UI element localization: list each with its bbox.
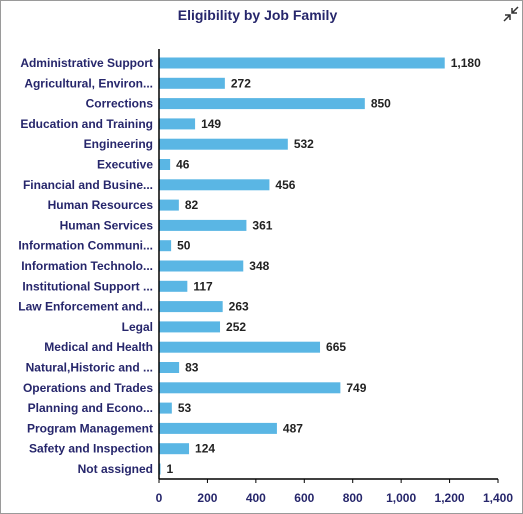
bar xyxy=(159,341,321,353)
category-label: Financial and Busine... xyxy=(23,178,153,192)
bar xyxy=(159,280,188,292)
bar xyxy=(159,402,172,414)
bar xyxy=(159,382,341,394)
data-label: 749 xyxy=(346,381,366,395)
bar xyxy=(159,199,179,211)
data-label: 252 xyxy=(226,320,246,334)
data-label: 272 xyxy=(231,76,251,90)
x-tick-label: 400 xyxy=(246,491,266,505)
category-label: Corrections xyxy=(86,97,154,111)
x-tick-label: 800 xyxy=(343,491,363,505)
bar xyxy=(159,138,288,150)
bar xyxy=(159,159,171,170)
data-label: 263 xyxy=(229,300,249,314)
bar xyxy=(159,362,180,373)
data-label: 82 xyxy=(185,198,199,212)
x-tick-label: 0 xyxy=(156,491,163,505)
category-label: Medical and Health xyxy=(44,340,153,354)
category-label: Human Services xyxy=(60,218,154,232)
data-label: 361 xyxy=(252,218,272,232)
bar xyxy=(159,443,190,455)
data-label: 850 xyxy=(371,97,391,111)
bar xyxy=(159,260,244,272)
chart-title: Eligibility by Job Family xyxy=(177,7,338,23)
category-label: Program Management xyxy=(27,421,153,435)
bar xyxy=(159,118,196,130)
data-label: 46 xyxy=(176,158,190,172)
data-label: 83 xyxy=(185,361,199,375)
bar xyxy=(159,57,445,69)
category-label: Operations and Trades xyxy=(23,381,153,395)
data-label: 665 xyxy=(326,340,346,354)
data-label: 456 xyxy=(275,178,295,192)
category-label: Information Technolo... xyxy=(21,259,153,273)
bar xyxy=(159,301,223,313)
expand-arrows-icon[interactable] xyxy=(501,4,521,24)
x-tick-label: 600 xyxy=(294,491,314,505)
data-label: 124 xyxy=(195,442,215,456)
category-label: Institutional Support ... xyxy=(22,279,153,293)
category-label: Natural,Historic and ... xyxy=(26,361,153,375)
category-label: Planning and Econo... xyxy=(28,401,153,415)
data-label: 53 xyxy=(178,401,192,415)
category-label: Administrative Support xyxy=(20,56,153,70)
bar xyxy=(159,321,221,333)
x-tick-label: 1,400 xyxy=(483,491,513,505)
category-label: Education and Training xyxy=(20,117,153,131)
category-label: Engineering xyxy=(84,137,153,151)
data-label: 50 xyxy=(177,239,191,253)
category-label: Executive xyxy=(97,158,153,172)
category-label: Information Communi... xyxy=(18,239,153,253)
category-label: Not assigned xyxy=(78,462,153,476)
data-label: 348 xyxy=(249,259,269,273)
data-label: 117 xyxy=(193,279,213,293)
category-label: Human Resources xyxy=(48,198,154,212)
x-tick-label: 1,200 xyxy=(435,491,465,505)
bar xyxy=(159,77,225,89)
bar xyxy=(159,422,277,434)
bar xyxy=(159,179,270,191)
category-label: Law Enforcement and... xyxy=(18,300,153,314)
x-tick-label: 1,000 xyxy=(386,491,416,505)
data-label: 532 xyxy=(294,137,314,151)
data-label: 1 xyxy=(167,462,174,476)
data-label: 487 xyxy=(283,421,303,435)
category-label: Safety and Inspection xyxy=(29,442,153,456)
bar xyxy=(159,98,365,110)
category-label: Legal xyxy=(122,320,153,334)
data-label: 1,180 xyxy=(451,56,481,70)
bar xyxy=(159,219,247,231)
category-label: Agricultural, Environ... xyxy=(24,76,153,90)
data-label: 149 xyxy=(201,117,221,131)
x-tick-label: 200 xyxy=(197,491,217,505)
bar xyxy=(159,240,172,252)
